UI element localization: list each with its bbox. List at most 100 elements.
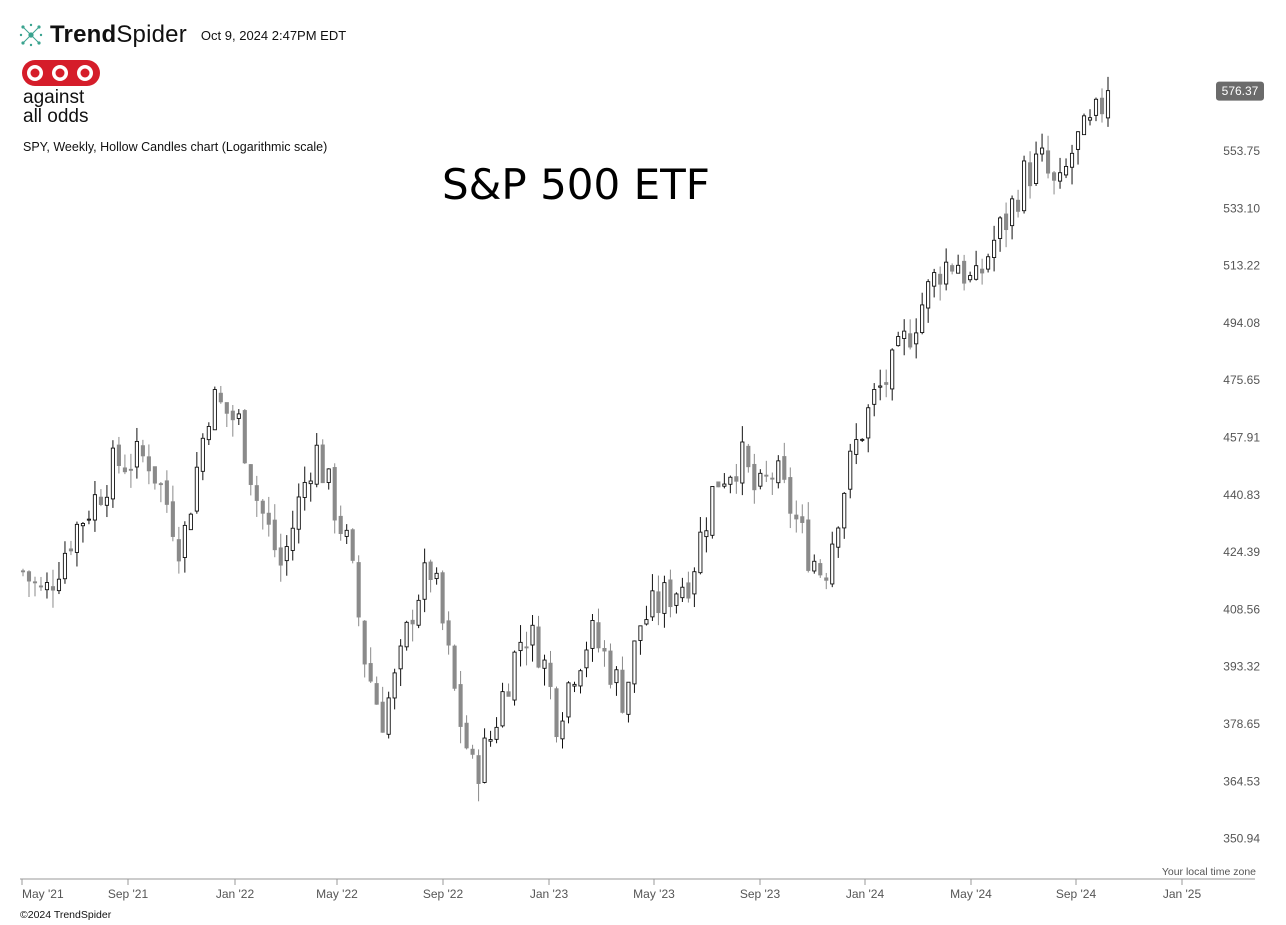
candle: [692, 567, 697, 608]
candle: [1087, 109, 1093, 126]
candle-body: [284, 546, 289, 562]
candle: [260, 498, 265, 530]
candle: [152, 466, 157, 490]
candle-body: [68, 548, 74, 552]
candle-body: [218, 392, 223, 403]
candle-body: [368, 663, 373, 682]
candle-body: [242, 410, 247, 464]
candle-body: [56, 578, 62, 592]
candle-body: [122, 467, 127, 473]
candle-body: [314, 444, 319, 485]
candle-body: [416, 599, 421, 626]
last-price-value: 576.37: [1222, 84, 1259, 98]
candle: [842, 491, 847, 539]
candle: [938, 266, 943, 301]
y-axis: 553.75 533.10 513.22 494.08 475.65 457.91 440.…: [1223, 144, 1260, 846]
candle: [800, 504, 805, 534]
candle-body: [452, 645, 457, 689]
candle: [1099, 88, 1105, 123]
x-tick-label: Sep '23: [740, 887, 781, 901]
candle-body: [1081, 115, 1087, 136]
candle: [488, 730, 493, 747]
candle-body: [506, 691, 511, 697]
candle-body: [470, 748, 475, 755]
candle-body: [596, 622, 601, 649]
candle: [956, 254, 961, 274]
candle-body: [992, 239, 997, 258]
candle-body: [824, 577, 829, 581]
x-tick-label: May '22: [316, 887, 358, 901]
candle-body: [614, 669, 619, 684]
candle-body: [764, 474, 769, 477]
candle: [680, 577, 685, 602]
candle: [116, 436, 121, 474]
candle: [794, 500, 799, 533]
candle-body: [602, 647, 607, 652]
candle-body: [782, 456, 787, 480]
candle: [110, 440, 115, 508]
candle-body: [734, 476, 739, 482]
candle: [1016, 189, 1021, 218]
candle-body: [176, 539, 181, 562]
candle-body: [80, 523, 85, 527]
candle: [356, 555, 361, 627]
candle-body: [920, 304, 925, 334]
y-tick-label: 408.56: [1223, 602, 1260, 616]
candle-body: [794, 514, 799, 520]
candle-body: [962, 260, 967, 284]
candle: [710, 486, 715, 539]
candle-body: [158, 483, 163, 486]
candle: [98, 489, 103, 507]
candle: [620, 656, 625, 714]
candle-body: [512, 651, 517, 701]
candle-body: [680, 586, 685, 599]
candle: [890, 348, 895, 401]
candle-body: [632, 640, 637, 685]
y-tick-label: 424.39: [1223, 545, 1260, 559]
candle-body: [212, 389, 217, 431]
candle: [248, 464, 253, 496]
header: TrendSpider Oct 9, 2024 2:47PM EDT: [18, 20, 346, 50]
brand-name: TrendSpider: [50, 21, 187, 49]
candle: [392, 668, 397, 710]
candle: [428, 559, 433, 593]
candle-body: [194, 466, 199, 512]
chart-title: S&P 500 ETF: [442, 160, 710, 209]
candle: [26, 570, 32, 598]
candle: [896, 331, 901, 347]
candle-body: [32, 581, 38, 584]
candle-body: [92, 494, 97, 521]
candle: [578, 668, 583, 694]
candle: [632, 640, 637, 693]
candle-body: [1099, 97, 1105, 115]
candle-body: [374, 683, 379, 705]
candle: [308, 472, 313, 502]
last-price-tag: 576.37: [1216, 81, 1264, 101]
candle-body: [254, 485, 259, 501]
candle-body: [944, 261, 949, 285]
x-tick-label: May '24: [950, 887, 992, 901]
candle-body: [278, 547, 283, 566]
candle: [1063, 158, 1069, 179]
candle: [998, 216, 1003, 252]
candle: [512, 650, 517, 706]
candle: [776, 455, 781, 489]
candle-body: [638, 625, 643, 641]
candle-body: [236, 413, 241, 419]
candle-body: [248, 464, 253, 485]
candle-body: [494, 726, 499, 740]
candle-body: [836, 527, 841, 548]
candle: [1093, 97, 1099, 122]
candle-body: [932, 272, 937, 287]
candle: [866, 404, 871, 453]
candle: [176, 526, 181, 574]
candle: [836, 526, 841, 558]
candle: [644, 605, 649, 626]
candle: [188, 512, 193, 531]
chart-description: SPY, Weekly, Hollow Candles chart (Logar…: [23, 140, 328, 154]
candle-body: [854, 439, 859, 455]
candle: [410, 609, 415, 642]
candle: [362, 620, 367, 678]
x-tick-label: May '23: [633, 887, 675, 901]
